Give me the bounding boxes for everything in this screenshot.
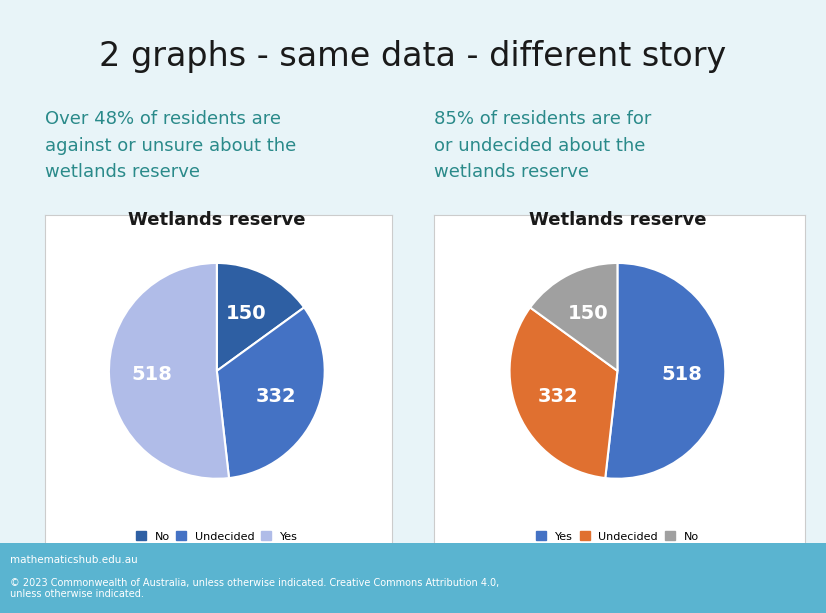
- Text: 518: 518: [662, 365, 702, 384]
- Text: 150: 150: [225, 303, 267, 322]
- Wedge shape: [216, 263, 304, 371]
- Text: Over 48% of residents are
against or unsure about the
wetlands reserve: Over 48% of residents are against or uns…: [45, 110, 297, 181]
- Text: 518: 518: [132, 365, 173, 384]
- Text: 332: 332: [256, 387, 297, 406]
- Text: 85% of residents are for
or undecided about the
wetlands reserve: 85% of residents are for or undecided ab…: [434, 110, 651, 181]
- Wedge shape: [605, 263, 725, 479]
- Wedge shape: [109, 263, 229, 479]
- Wedge shape: [216, 308, 325, 478]
- Text: 2 graphs - same data - different story: 2 graphs - same data - different story: [99, 40, 727, 73]
- Legend: Yes, Undecided, No: Yes, Undecided, No: [532, 527, 703, 546]
- Text: © 2023 Commonwealth of Australia, unless otherwise indicated. Creative Commons A: © 2023 Commonwealth of Australia, unless…: [10, 577, 499, 600]
- Legend: No, Undecided, Yes: No, Undecided, Yes: [131, 527, 302, 546]
- Text: 332: 332: [538, 387, 578, 406]
- Wedge shape: [510, 308, 618, 478]
- Text: 150: 150: [567, 303, 609, 322]
- Title: Wetlands reserve: Wetlands reserve: [529, 211, 706, 229]
- Title: Wetlands reserve: Wetlands reserve: [128, 211, 306, 229]
- Text: mathematicshub.edu.au: mathematicshub.edu.au: [10, 555, 138, 565]
- Wedge shape: [530, 263, 618, 371]
